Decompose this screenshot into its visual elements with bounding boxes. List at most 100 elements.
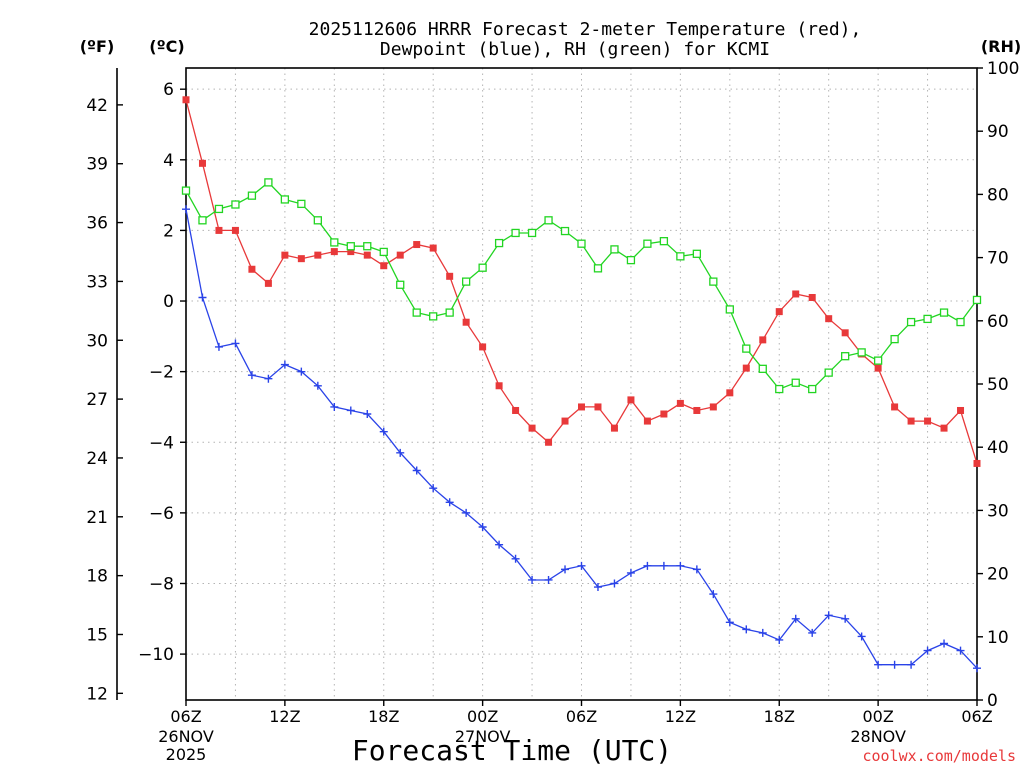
2-meter-temperature-point — [446, 272, 454, 280]
dewpoint-point — [396, 448, 405, 457]
celsius-tick-label: −10 — [138, 645, 174, 665]
2-meter-temperature-point — [742, 364, 750, 372]
rh-tick-label: 30 — [987, 501, 1009, 521]
fahrenheit-tick-label: 30 — [86, 331, 108, 351]
relative-humidity-point — [429, 312, 438, 321]
2-meter-temperature-point — [841, 329, 849, 337]
dewpoint-point — [313, 381, 322, 390]
2-meter-temperature-point — [380, 262, 388, 270]
2-meter-temperature-point — [709, 403, 717, 411]
dewpoint-point — [280, 360, 289, 369]
x-tick-date-label: 26NOV — [158, 727, 214, 746]
relative-humidity-point — [692, 249, 702, 258]
axes — [116, 67, 983, 706]
relative-humidity-point — [956, 317, 965, 327]
relative-humidity-point — [725, 305, 734, 314]
relative-humidity-point — [214, 204, 224, 214]
2-meter-temperature-point — [825, 315, 833, 323]
fahrenheit-tick-label: 21 — [86, 508, 108, 528]
relative-humidity-point — [461, 277, 471, 286]
dewpoint-point — [297, 367, 306, 376]
2-meter-temperature-point — [660, 410, 668, 418]
dewpoint-point — [445, 498, 454, 507]
x-tick-date-label: 28NOV — [850, 727, 906, 746]
x-tick-label: 18Z — [368, 707, 399, 726]
rh-tick-label: 0 — [987, 691, 998, 711]
dewpoint-point — [495, 540, 504, 549]
dewpoint-point — [874, 660, 883, 669]
grid-lines — [186, 68, 977, 700]
relative-humidity-point — [412, 308, 421, 317]
dewpoint-point — [511, 554, 520, 563]
dewpoint-point — [841, 614, 850, 623]
fahrenheit-tick-label: 15 — [86, 625, 108, 645]
2-meter-temperature-point — [281, 251, 289, 259]
2-meter-temperature-point — [512, 406, 520, 414]
relative-humidity-point — [560, 226, 570, 236]
rh-tick-label: 40 — [987, 438, 1009, 458]
2-meter-temperature-point — [578, 403, 585, 411]
fahrenheit-unit-label: (ºF) — [80, 37, 115, 56]
dewpoint-point — [857, 632, 866, 641]
celsius-tick-label: 2 — [163, 221, 174, 241]
relative-humidity-point — [709, 277, 718, 286]
dewpoint-point — [478, 522, 487, 531]
2-meter-temperature-point — [610, 424, 618, 432]
rh-tick-label: 100 — [987, 59, 1019, 79]
relative-humidity-point — [247, 191, 257, 200]
credit-text: coolwx.com/models — [862, 747, 1016, 765]
x-tick-year-label: 2025 — [166, 745, 207, 764]
celsius-tick-label: 4 — [163, 151, 174, 171]
relative-humidity-point — [363, 242, 372, 251]
dewpoint-point — [808, 628, 817, 637]
relative-humidity-point — [972, 295, 982, 305]
data-series — [181, 96, 982, 673]
relative-humidity-point — [181, 186, 191, 195]
dewpoint-point — [709, 590, 718, 599]
x-tick-label: 18Z — [764, 707, 795, 726]
relative-humidity-point — [742, 344, 751, 353]
2-meter-temperature-point — [643, 417, 651, 425]
dewpoint-point — [182, 205, 190, 214]
relative-humidity-point — [577, 239, 586, 248]
relative-humidity-point — [396, 280, 405, 289]
fahrenheit-tick-label: 27 — [86, 390, 108, 410]
2-meter-temperature-point — [215, 226, 223, 234]
dewpoint-point — [692, 565, 701, 574]
2-meter-temperature-point — [726, 389, 734, 397]
rh-unit-label: (RH) — [981, 37, 1021, 56]
2-meter-temperature-point — [528, 424, 536, 432]
fahrenheit-tick-label: 12 — [86, 684, 108, 704]
celsius-tick-label: −2 — [149, 363, 174, 383]
dewpoint-point — [462, 508, 471, 517]
2-meter-temperature-point — [248, 265, 256, 273]
fahrenheit-tick-label: 33 — [86, 272, 108, 292]
chart-title-line2: Dewpoint (blue), RH (green) for KCMI — [380, 39, 770, 60]
2-meter-temperature-point — [891, 403, 899, 411]
x-tick-label: 00Z — [467, 707, 498, 726]
relative-humidity-point — [873, 356, 883, 365]
relative-humidity-point — [676, 252, 685, 261]
celsius-tick-label: −6 — [149, 504, 174, 524]
dewpoint-point — [758, 628, 767, 637]
dewpoint-point — [742, 625, 751, 634]
relative-humidity-point — [659, 237, 669, 246]
relative-humidity-point — [923, 314, 932, 324]
2-meter-temperature-point — [198, 159, 206, 167]
relative-humidity-point — [527, 228, 537, 238]
chart-title-line1: 2025112606 HRRR Forecast 2-meter Tempera… — [309, 19, 862, 40]
2-meter-temperature-point — [264, 279, 272, 287]
dewpoint-point — [643, 561, 652, 570]
x-axis-title: Forecast Time (UTC) — [352, 734, 672, 767]
2-meter-temperature-point — [676, 399, 684, 407]
dewpoint-point — [973, 664, 981, 673]
celsius-tick-label: 6 — [163, 80, 174, 100]
relative-humidity-point — [857, 348, 866, 357]
2-meter-temperature-point — [495, 382, 503, 390]
relative-humidity-line — [185, 181, 978, 390]
dewpoint-point — [907, 660, 916, 669]
relative-humidity-point — [379, 247, 388, 257]
relative-humidity-point — [808, 384, 817, 394]
2-meter-temperature-point — [693, 406, 701, 414]
